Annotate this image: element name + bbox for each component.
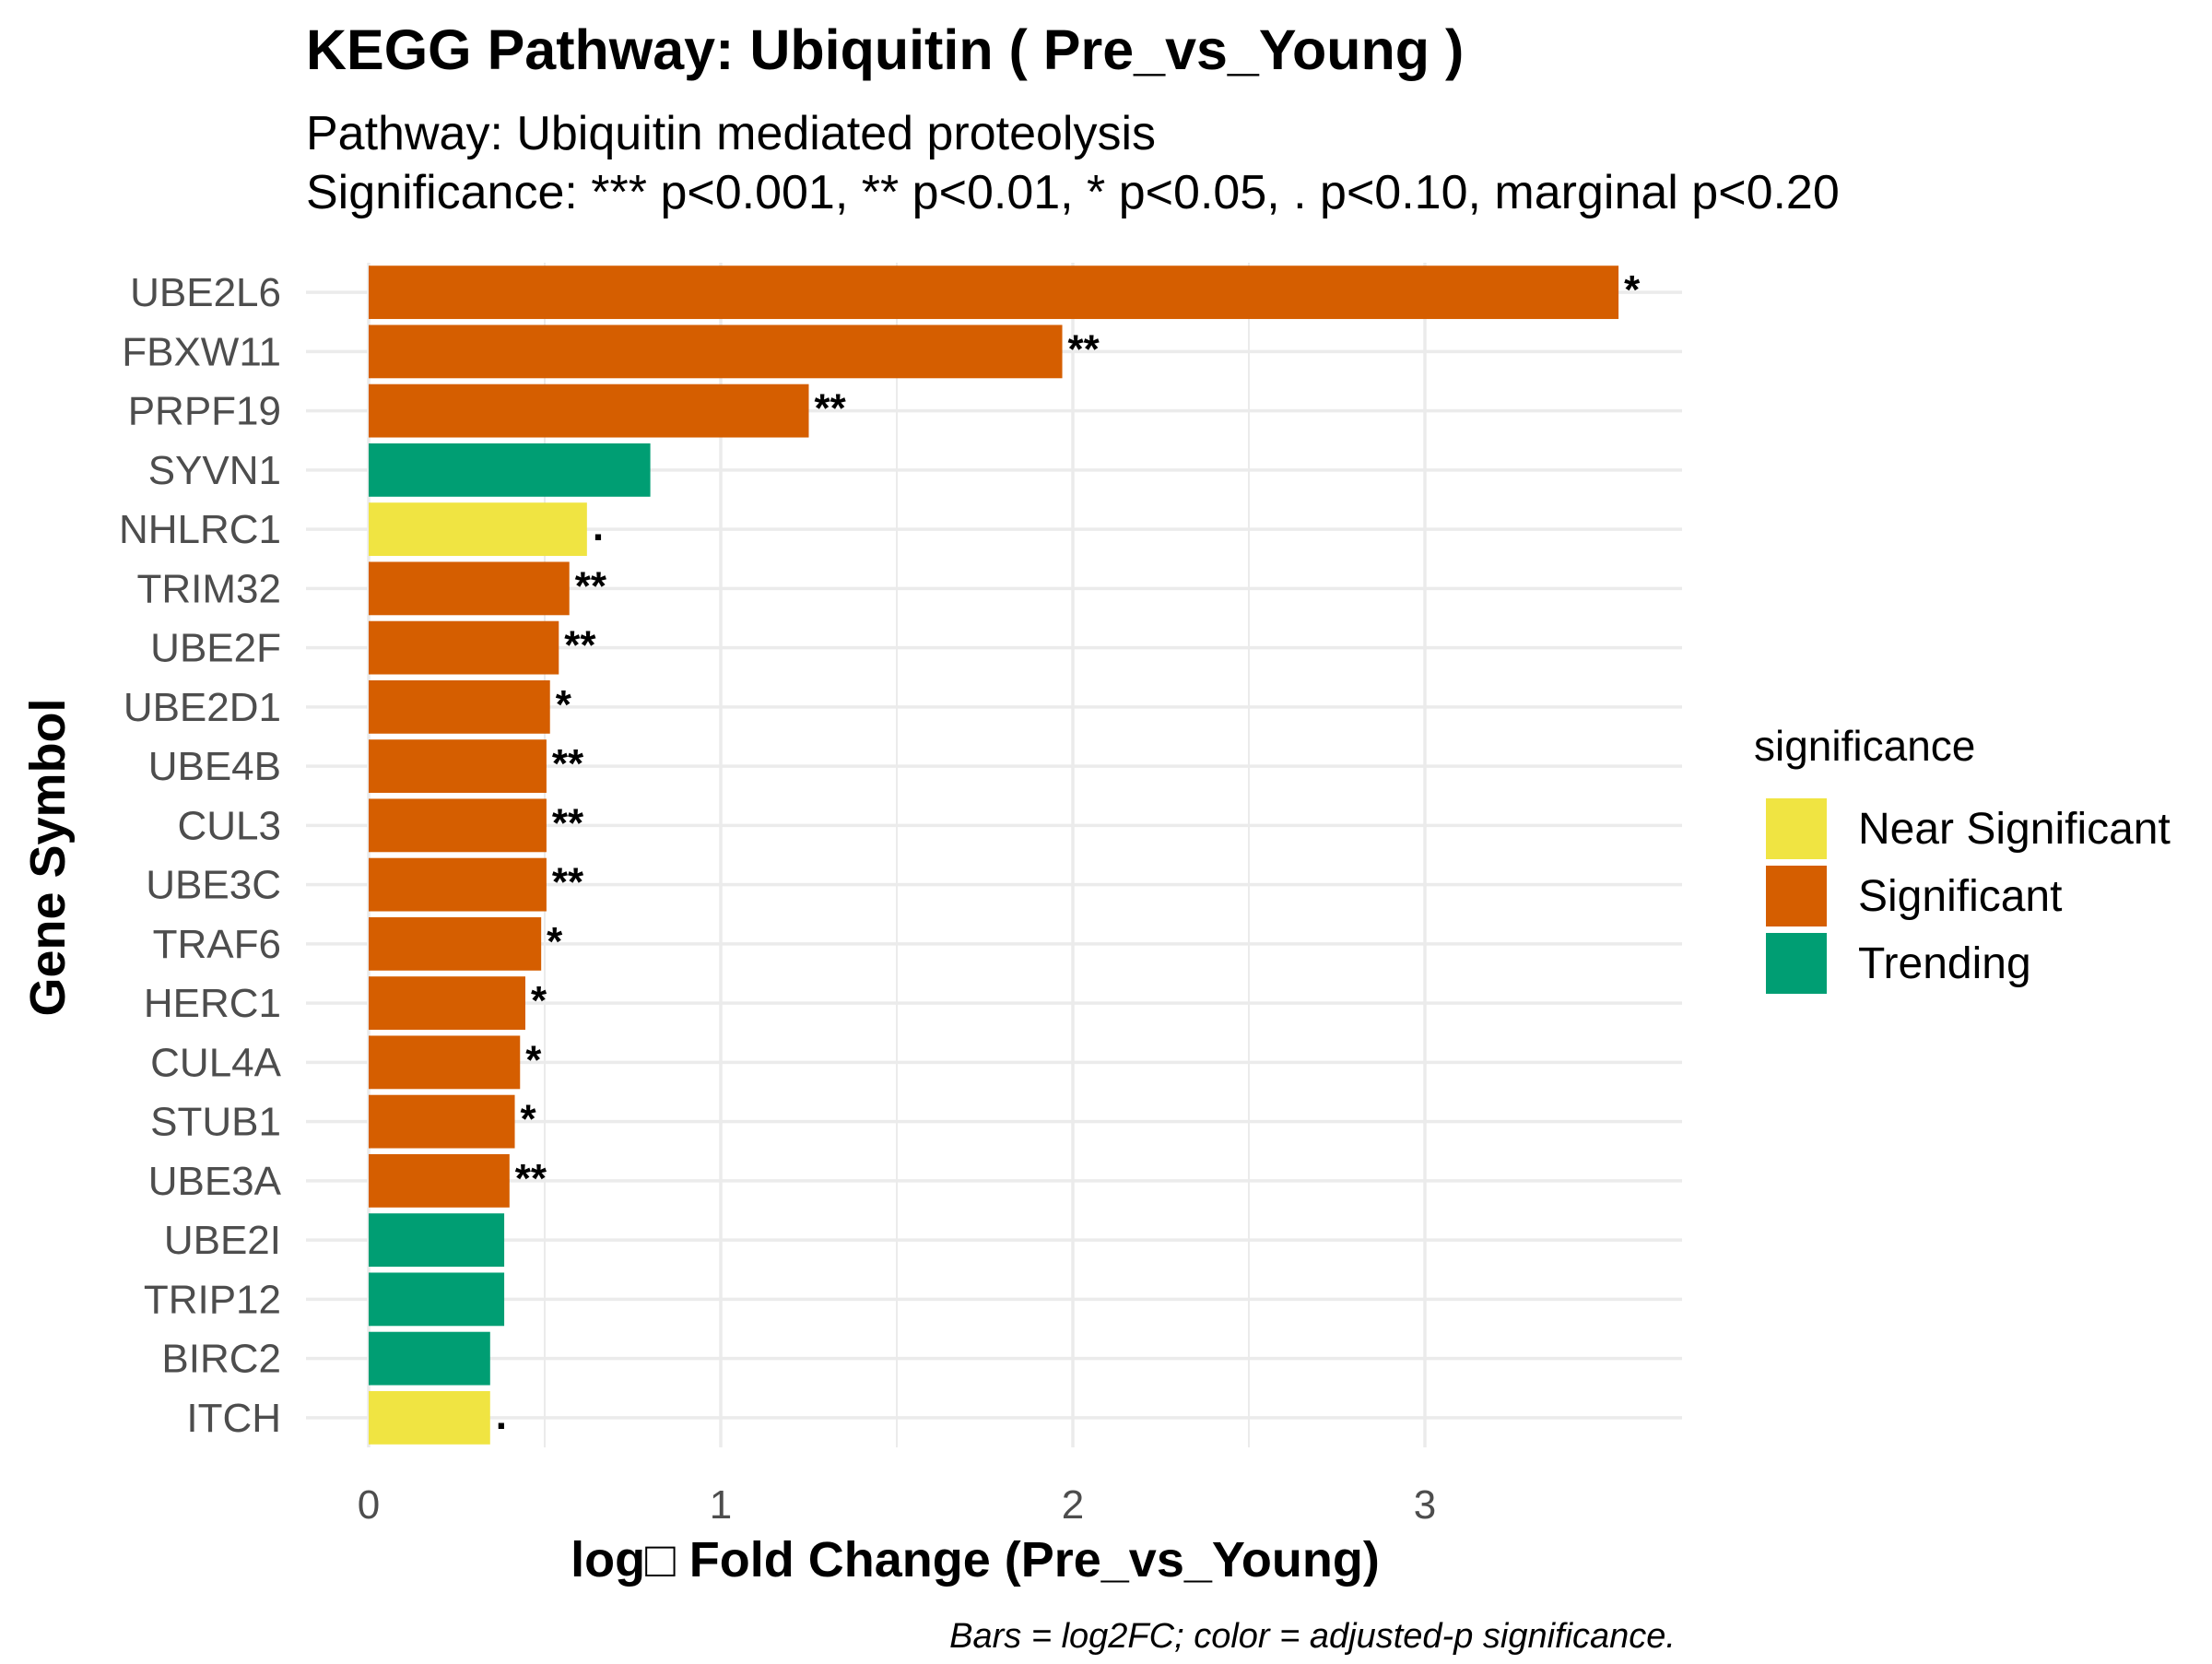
- y-tick-label: TRIP12: [144, 1277, 281, 1322]
- bars: [369, 266, 1619, 1445]
- y-tick-label: UBE3C: [146, 863, 281, 908]
- bar-syvn1: [369, 443, 651, 497]
- y-tick-label: UBE4B: [148, 744, 281, 789]
- bar-cul4a: [369, 1035, 521, 1090]
- legend-swatch: [1766, 798, 1827, 859]
- y-tick-label: PRPF19: [128, 389, 281, 434]
- significance-star-label: **: [564, 623, 596, 668]
- x-tick-label: 0: [358, 1482, 380, 1528]
- bar-cul3: [369, 798, 547, 853]
- significance-star-label: **: [575, 563, 607, 608]
- y-tick-label: STUB1: [150, 1100, 281, 1145]
- y-tick-label: ITCH: [186, 1396, 281, 1441]
- bar-ube3a: [369, 1153, 510, 1208]
- y-tick-label: UBE2L6: [130, 270, 281, 315]
- legend-label: Trending: [1858, 939, 2031, 988]
- y-axis-label: Gene Symbol: [20, 698, 76, 1016]
- significance-stars: *****.*****************.: [496, 267, 1641, 1438]
- x-tick-label: 3: [1414, 1482, 1436, 1528]
- legend-label: Near Significant: [1858, 805, 2171, 854]
- legend: significance Near Significant Significant…: [1754, 722, 2171, 994]
- y-tick-label: SYVN1: [148, 448, 281, 493]
- significance-star-label: **: [552, 800, 584, 845]
- bar-birc2: [369, 1331, 490, 1386]
- y-tick-label: HERC1: [144, 981, 281, 1026]
- significance-star-label: *: [531, 978, 547, 1023]
- bar-stub1: [369, 1094, 515, 1149]
- significance-star-label: **: [515, 1156, 547, 1201]
- y-tick-label: UBE2F: [150, 626, 281, 671]
- bar-ube3c: [369, 857, 547, 912]
- y-tick-label: NHLRC1: [119, 507, 281, 552]
- bar-ube2i: [369, 1213, 505, 1268]
- y-tick-label: BIRC2: [161, 1337, 281, 1382]
- y-tick-label: CUL3: [178, 803, 282, 848]
- y-tick-label: TRIM32: [137, 566, 281, 611]
- bar-prpf19: [369, 384, 809, 438]
- y-tick-label: FBXW11: [122, 329, 281, 374]
- significance-star-label: *: [525, 1037, 542, 1082]
- bar-nhlrc1: [369, 502, 587, 557]
- bar-fbxw11: [369, 325, 1063, 379]
- y-tick-label: UBE3A: [148, 1159, 282, 1204]
- legend-title: significance: [1754, 722, 1975, 770]
- y-tick-label: UBE2I: [164, 1218, 281, 1263]
- chart-title: KEGG Pathway: Ubiquitin ( Pre_vs_Young ): [306, 18, 1464, 81]
- significance-star-label: *: [1624, 267, 1641, 313]
- legend-swatch: [1766, 933, 1827, 994]
- bar-herc1: [369, 976, 525, 1031]
- y-tick-labels: UBE2L6 FBXW11 PRPF19 SYVN1 NHLRC1 TRIM32 UBE2F…: [119, 270, 282, 1441]
- significance-star-label: *: [547, 919, 563, 964]
- significance-star-label: .: [593, 504, 604, 549]
- x-tick-labels: 0 1 2 3: [358, 1482, 1436, 1528]
- chart-subtitle-line-2: Significance: *** p<0.001, ** p<0.01, * …: [306, 166, 1840, 219]
- legend-label: Significant: [1858, 872, 2062, 921]
- significance-star-label: *: [556, 682, 572, 727]
- y-tick-label: TRAF6: [153, 922, 281, 967]
- bar-ube4b: [369, 739, 547, 794]
- bar-itch: [369, 1390, 490, 1445]
- significance-star-label: *: [521, 1097, 537, 1142]
- chart-subtitle-line-1: Pathway: Ubiquitin mediated proteolysis: [306, 107, 1156, 160]
- y-tick-label: CUL4A: [150, 1040, 281, 1085]
- x-tick-label: 1: [710, 1482, 732, 1528]
- significance-star-label: **: [552, 741, 584, 786]
- x-axis-label: log□ Fold Change (Pre_vs_Young): [571, 1532, 1380, 1587]
- bar-ube2f: [369, 620, 559, 675]
- y-tick-label: UBE2D1: [124, 685, 281, 730]
- bar-trim32: [369, 561, 570, 616]
- significance-star-label: **: [815, 386, 847, 431]
- legend-swatch: [1766, 866, 1827, 926]
- chart-caption: Bars = log2FC; color = adjusted-p signif…: [949, 1617, 1676, 1656]
- significance-star-label: **: [1068, 326, 1100, 372]
- bar-ube2l6: [369, 266, 1619, 320]
- x-tick-label: 2: [1062, 1482, 1084, 1528]
- grid: [306, 263, 1682, 1447]
- bar-trip12: [369, 1272, 505, 1327]
- significance-star-label: **: [552, 860, 584, 905]
- bar-traf6: [369, 916, 542, 971]
- significance-star-label: .: [496, 1393, 507, 1438]
- bar-ube2d1: [369, 679, 550, 734]
